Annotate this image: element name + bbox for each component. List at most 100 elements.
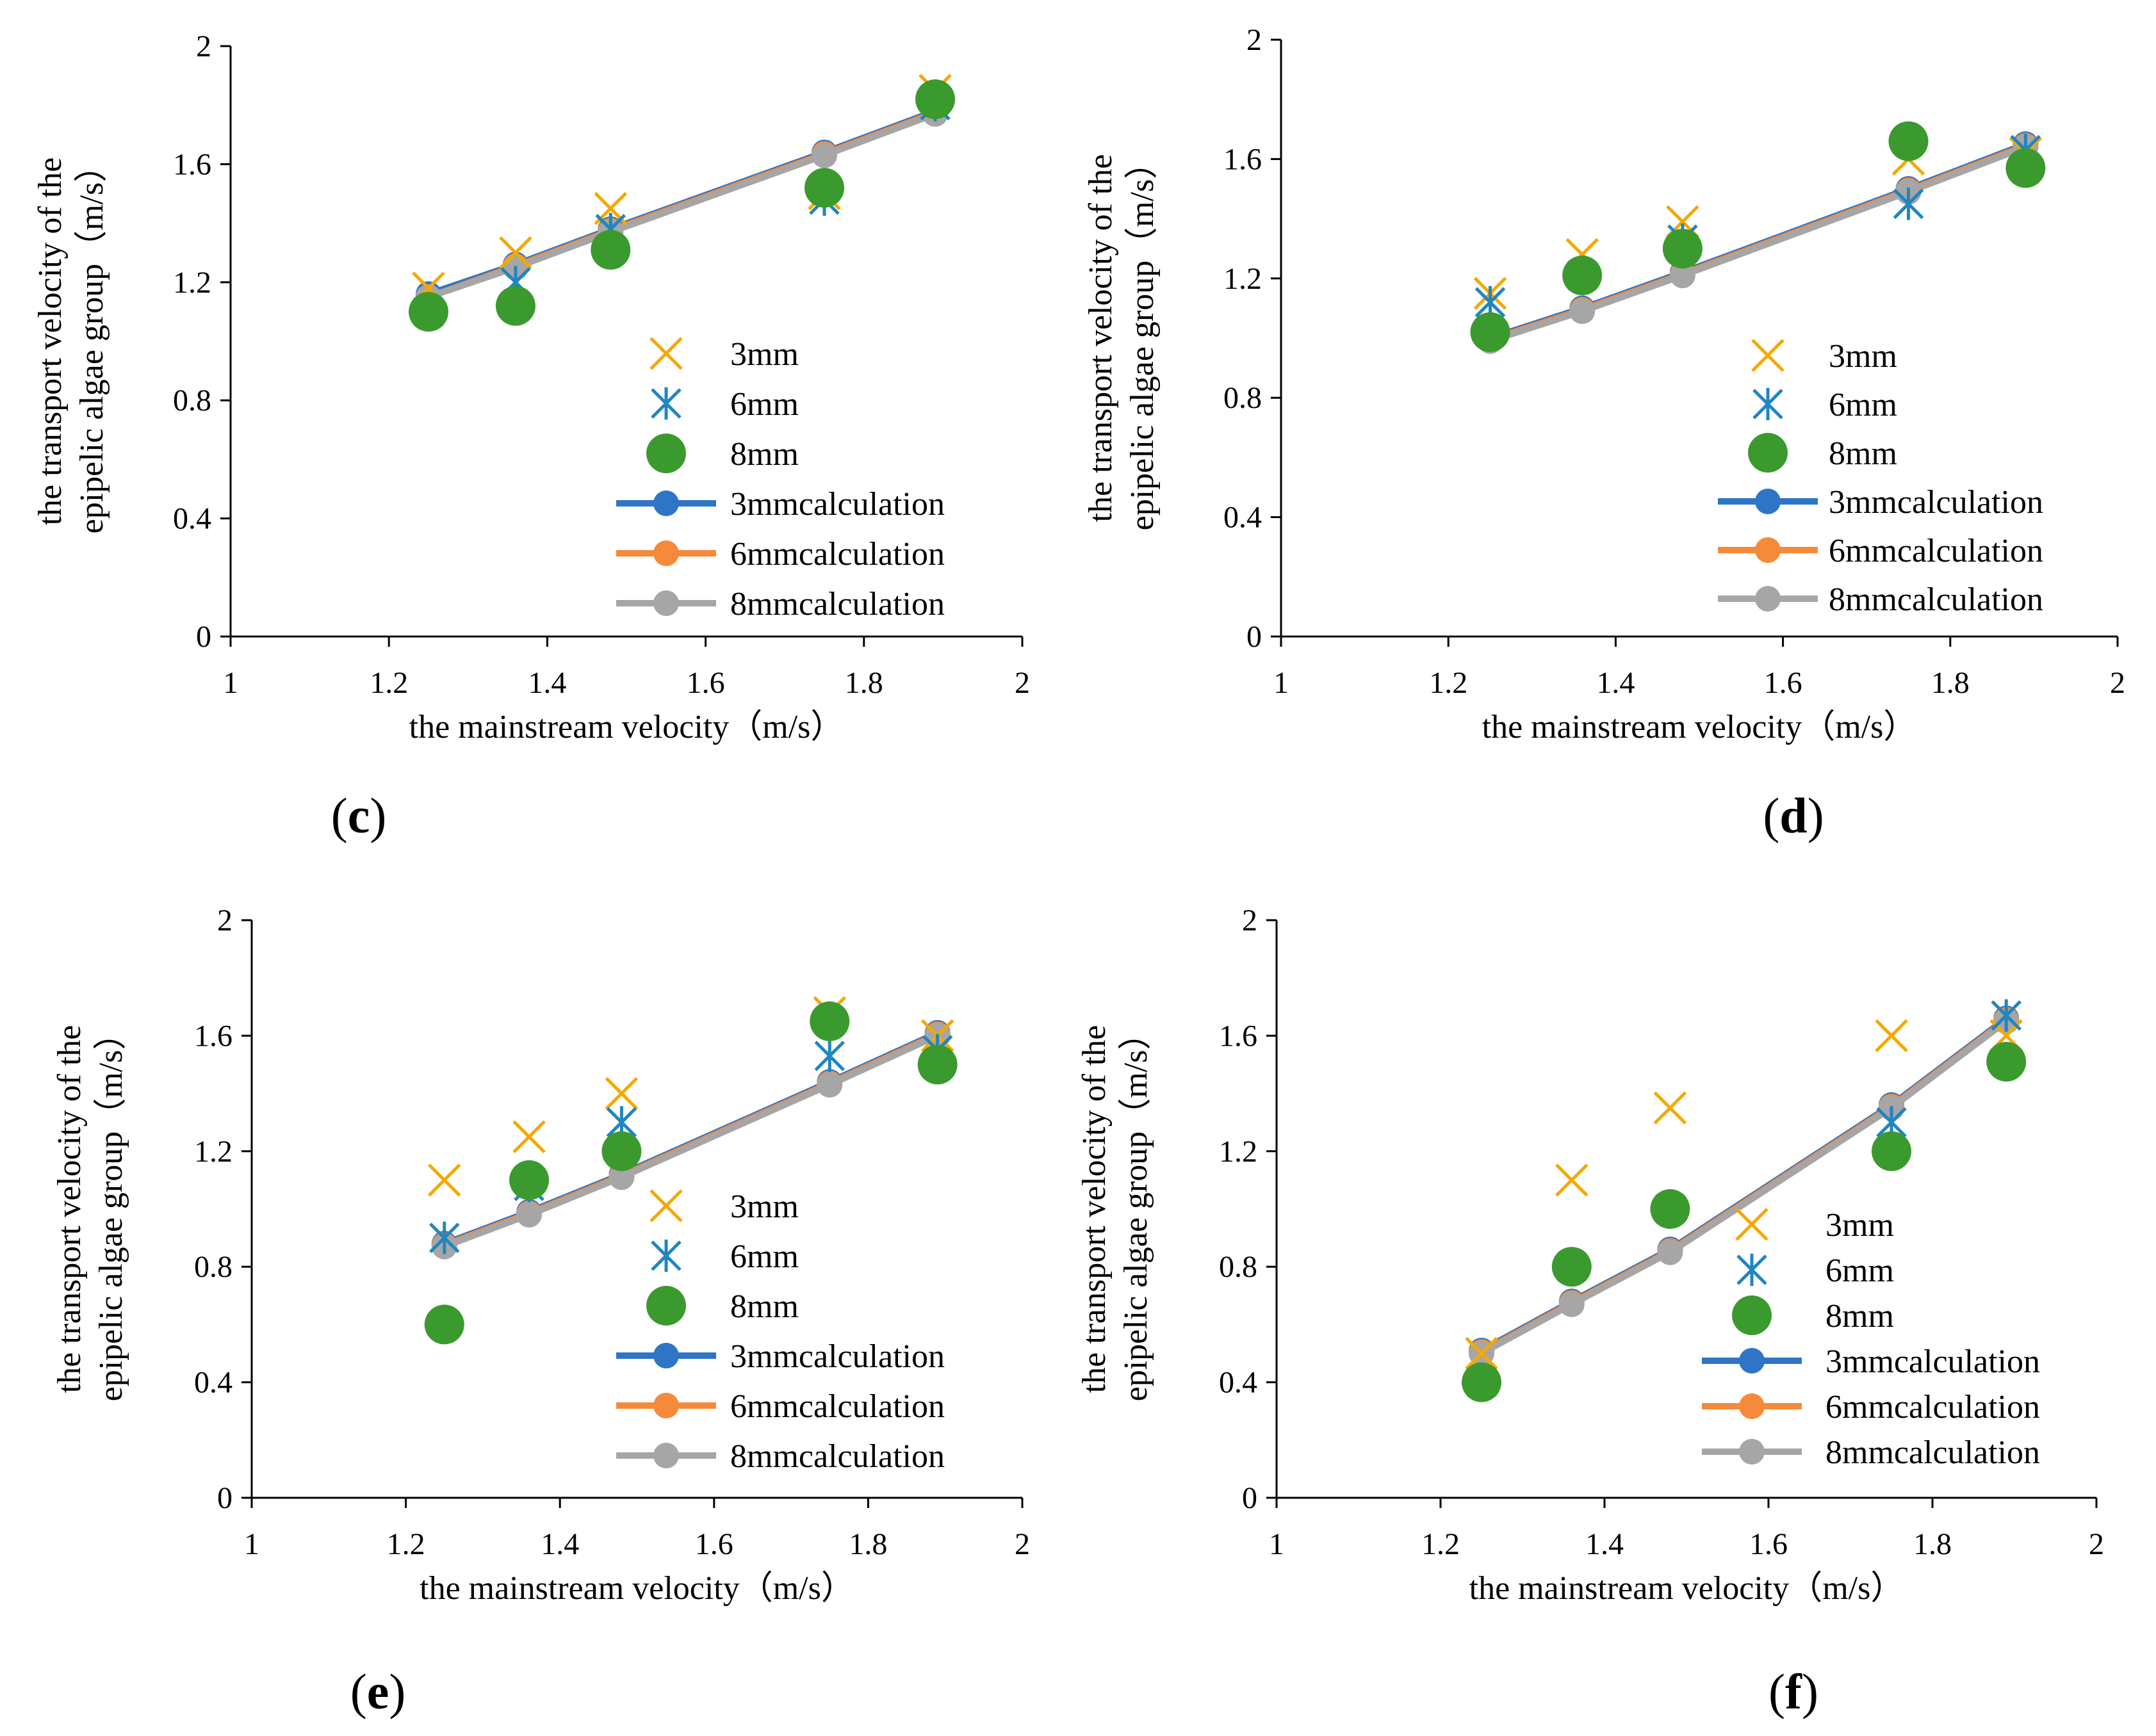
- y-axis-title-line2: epipelic algae group（m/s）: [1118, 1017, 1154, 1402]
- legend-label-8mm: 8mm: [730, 1288, 799, 1325]
- y-tick-label: 1.2: [1223, 262, 1262, 296]
- data-point-6mm: [1991, 999, 2021, 1032]
- legend-marker-6mmcalculation: [653, 1393, 679, 1418]
- panel-label: (d): [1763, 788, 1824, 843]
- data-point-8mm: [601, 1131, 642, 1171]
- legend-label-3mmcalculation: 3mmcalculation: [1825, 1343, 2040, 1380]
- legend-marker-3mmcalculation: [653, 1343, 679, 1368]
- chart-panel-c: 0 0.4 0.8 1.2 1.6 2 1 1.2 1.4 1.6 1.8 2 the mainstre…: [32, 29, 1030, 843]
- x-tick-label: 1.2: [370, 666, 408, 700]
- x-tick-label: 1.2: [1429, 666, 1467, 700]
- data-point-3mm: [1465, 1336, 1498, 1370]
- x-tick-label: 1: [1269, 1527, 1284, 1561]
- y-tick-label: 1.2: [173, 266, 211, 300]
- chart-panel-e: 0 0.4 0.8 1.2 1.6 2 1 1.2 1.4 1.6 1.8 2 the mainstre…: [51, 904, 1030, 1719]
- x-tick-label: 1.2: [1421, 1527, 1460, 1561]
- data-point-8mm: [409, 291, 448, 332]
- series-point-8mmcalculation: [1669, 263, 1695, 289]
- y-tick-label: 2: [196, 29, 211, 63]
- legend-marker-8mm: [646, 434, 686, 473]
- legend-marker-3mm: [1751, 339, 1784, 372]
- x-tick-label: 1: [244, 1527, 259, 1561]
- x-tick-label: 1.8: [845, 666, 883, 700]
- x-tick-label: 2: [2089, 1527, 2104, 1561]
- legend-label-8mmcalculation: 8mmcalculation: [730, 586, 945, 622]
- y-tick-label: 2: [1246, 23, 1262, 57]
- y-tick-label: 1.2: [194, 1135, 233, 1169]
- x-tick-label: 1.8: [1913, 1527, 1952, 1561]
- series-point-8mmcalculation: [817, 1072, 843, 1098]
- y-tick-label: 1.6: [194, 1019, 233, 1053]
- data-point-6mm: [1893, 188, 1924, 220]
- legend: 3mm 6mm 8mm 3mmcalculation 6mmcalculation 8mm…: [1702, 1207, 2040, 1471]
- x-tick-label: 2: [1015, 1527, 1030, 1561]
- legend-label-8mmcalculation: 8mmcalculation: [1829, 581, 2043, 618]
- legend-label-3mm: 3mm: [1829, 338, 1897, 375]
- y-tick-label: 0.8: [1219, 1250, 1257, 1284]
- data-point-3mm: [1875, 1019, 1908, 1053]
- x-tick-label: 1.8: [1931, 666, 1970, 700]
- data-point-8mm: [1986, 1041, 2027, 1082]
- data-point-8mm: [1562, 256, 1603, 296]
- legend-label-3mmcalculation: 3mmcalculation: [730, 1338, 945, 1375]
- data-point-8mm: [2005, 148, 2046, 188]
- x-axis-title: the mainstream velocity（m/s）: [409, 709, 844, 745]
- x-tick-label: 1.4: [1585, 1527, 1624, 1561]
- data-point-8mm: [810, 1001, 850, 1041]
- data-point-8mm: [424, 1304, 464, 1345]
- y-axis-title-line2: epipelic algae group（m/s）: [1124, 146, 1161, 531]
- x-tick-label: 2: [2110, 666, 2125, 700]
- legend-label-3mm: 3mm: [730, 336, 799, 373]
- x-axis-title: the mainstream velocity（m/s）: [1482, 709, 1917, 745]
- legend: 3mm 6mm 8mm 3mmcalculation 6mmcalculation 8mm…: [616, 336, 945, 622]
- legend-marker-3mm: [649, 1189, 683, 1222]
- legend-label-8mm: 8mm: [1825, 1298, 1894, 1334]
- legend-marker-6mm: [651, 1239, 682, 1272]
- y-axis-title-line2: epipelic algae group（m/s）: [93, 1017, 129, 1402]
- legend-marker-6mmcalculation: [653, 540, 679, 566]
- y-tick-label: 0: [1242, 1481, 1257, 1515]
- legend-label-6mm: 6mm: [730, 1238, 799, 1275]
- y-tick-label: 0.4: [1223, 501, 1262, 535]
- legend-marker-3mm: [1735, 1208, 1768, 1241]
- chart-panel-d: 0 0.4 0.8 1.2 1.6 2 1 1.2 1.4 1.6 1.8 2 the mainstre…: [1082, 23, 2125, 843]
- data-point-8mm: [1650, 1189, 1690, 1229]
- y-tick-label: 0: [217, 1481, 233, 1515]
- x-tick-label: 1.6: [695, 1527, 733, 1561]
- legend-marker-3mm: [649, 337, 683, 370]
- legend-label-6mm: 6mm: [1825, 1253, 1894, 1289]
- data-point-8mm: [804, 168, 844, 208]
- legend-marker-8mmcalculation: [1739, 1439, 1765, 1464]
- legend-marker-8mmcalculation: [653, 1443, 679, 1468]
- legend-label-6mmcalculation: 6mmcalculation: [1829, 533, 2043, 569]
- data-point-8mm: [495, 286, 535, 326]
- y-tick-label: 1.6: [173, 147, 211, 181]
- legend-label-8mm: 8mm: [730, 436, 799, 473]
- data-point-6mm: [429, 1221, 460, 1254]
- legend-marker-3mmcalculation: [653, 491, 679, 516]
- series-point-8mmcalculation: [516, 1202, 543, 1228]
- legend-marker-8mmcalculation: [653, 590, 679, 616]
- series-point-8mmcalculation: [608, 1164, 635, 1190]
- y-tick-label: 0.8: [194, 1250, 233, 1284]
- y-axis-title-line1: the transport velocity of the: [1082, 154, 1119, 523]
- x-tick-label: 1.4: [541, 1527, 579, 1561]
- legend: 3mm 6mm 8mm 3mmcalculation 6mmcalculation 8mm…: [616, 1188, 945, 1475]
- y-tick-label: 0.8: [173, 384, 211, 418]
- legend-marker-6mm: [1736, 1253, 1767, 1286]
- data-point-3mm: [499, 236, 532, 270]
- data-point-8mm: [1888, 121, 1929, 161]
- x-tick-label: 1.4: [1596, 666, 1635, 700]
- y-tick-label: 0.8: [1223, 381, 1262, 415]
- legend-label-3mmcalculation: 3mmcalculation: [730, 486, 945, 523]
- legend-marker-6mmcalculation: [1755, 537, 1781, 563]
- data-point-3mm: [1653, 1091, 1687, 1124]
- chart-panel-f: 0 0.4 0.8 1.2 1.6 2 1 1.2 1.4 1.6 1.8 2 the mainstre…: [1076, 904, 2104, 1719]
- legend-marker-6mmcalculation: [1739, 1393, 1765, 1419]
- panel-label: (c): [331, 788, 387, 843]
- legend-marker-8mm: [1748, 433, 1788, 473]
- data-point-8mm: [1662, 229, 1703, 269]
- x-tick-label: 1.4: [528, 666, 566, 700]
- x-tick-label: 1: [223, 666, 238, 700]
